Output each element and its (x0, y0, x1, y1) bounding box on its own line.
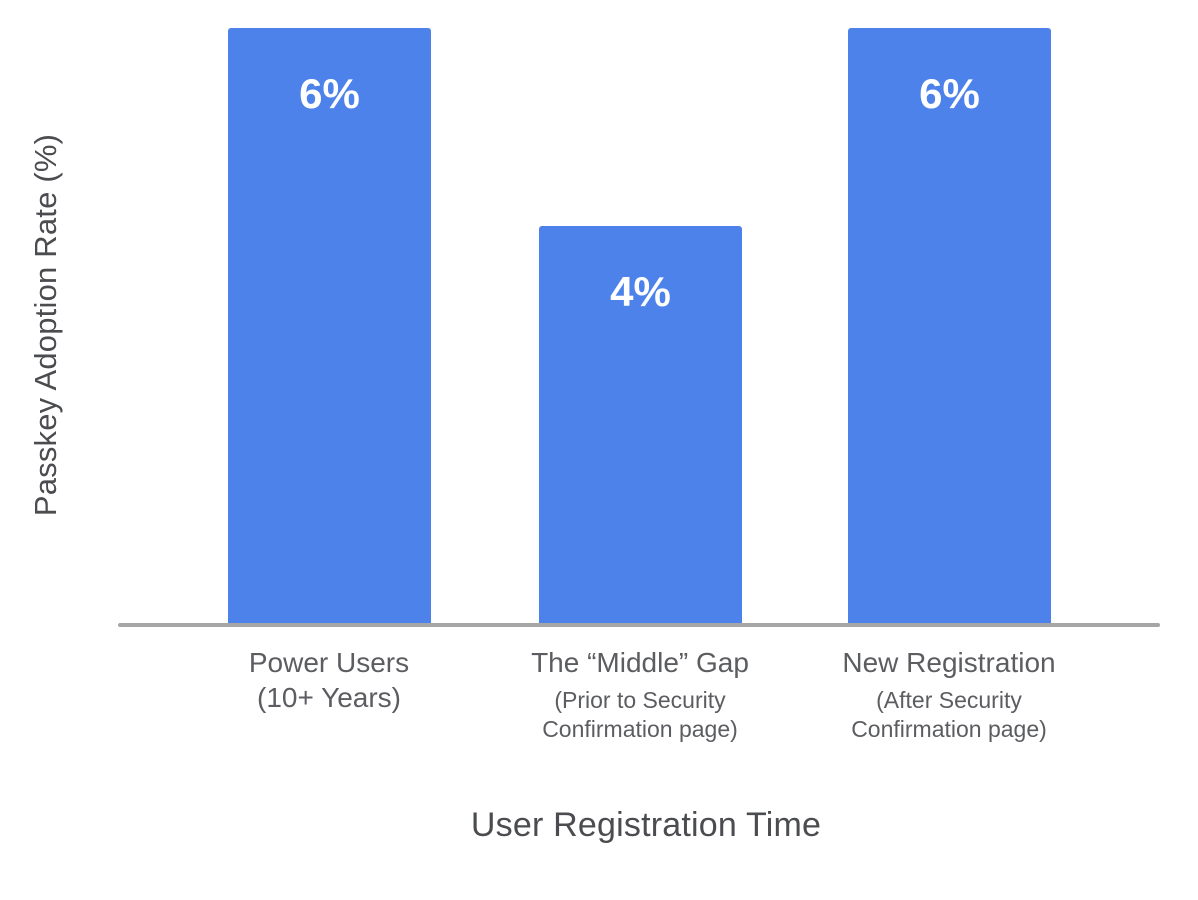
tick-title: New Registration (842, 647, 1056, 678)
bar-value-label: 6% (299, 70, 360, 117)
bar-power-users: 6% (228, 28, 431, 623)
bar-value-label: 4% (610, 268, 671, 315)
tick-title: The “Middle” Gap (531, 647, 749, 678)
y-axis-label: Passkey Adoption Rate (%) (28, 133, 63, 517)
tick-subtitle: (After Security Confirmation page) (851, 687, 1047, 742)
tick-title: Power Users (10+ Years) (248, 647, 410, 713)
x-axis-title: User Registration Time (470, 806, 822, 844)
bar-middle-gap: 4% (539, 226, 742, 623)
bar-value-label: 6% (919, 70, 980, 117)
bar-new-registration: 6% (848, 28, 1051, 623)
tick-label-new-registration: New Registration (After Security Confirm… (789, 645, 1109, 744)
tick-label-middle-gap: The “Middle” Gap (Prior to Security Conf… (480, 645, 800, 744)
tick-subtitle: (Prior to Security Confirmation page) (542, 687, 738, 742)
plot-area: 6% 4% 6% Power Users (10+ Years) The “Mi… (118, 28, 1160, 742)
tick-label-power-users: Power Users (10+ Years) (169, 645, 489, 715)
x-axis-line (118, 623, 1160, 627)
